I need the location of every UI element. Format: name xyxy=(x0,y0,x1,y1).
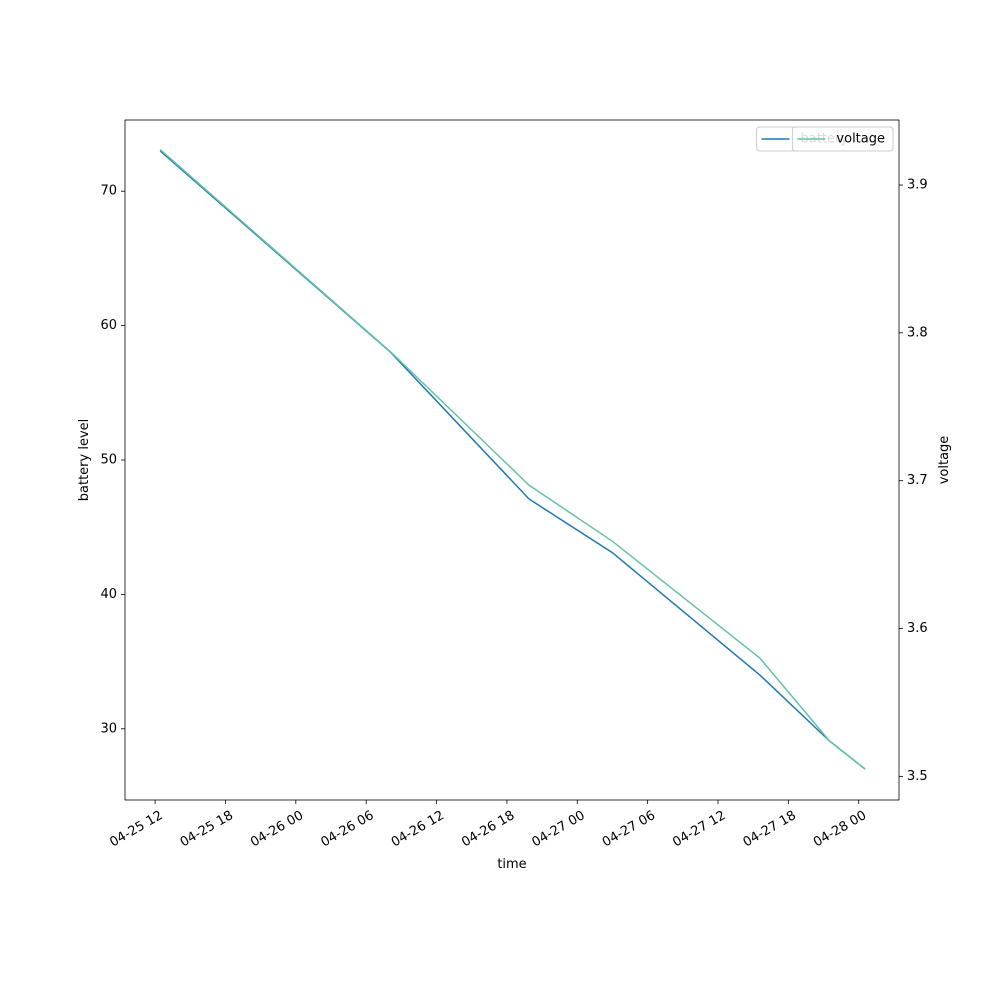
y-tick-label: 30 xyxy=(100,721,117,736)
x-axis-label: time xyxy=(497,857,526,872)
y2-tick-label: 3.6 xyxy=(907,621,928,636)
y-tick-label: 50 xyxy=(100,453,117,468)
legend: voltage xyxy=(791,126,894,152)
y-tick-label: 40 xyxy=(100,587,117,602)
y-tick-label: 70 xyxy=(100,184,117,199)
y2-tick-label: 3.5 xyxy=(907,769,928,784)
y2-tick-label: 3.8 xyxy=(907,325,928,340)
y-tick-label: 60 xyxy=(100,318,117,333)
y2-axis-label: voltage xyxy=(937,436,952,485)
y-axis-label: battery level xyxy=(77,419,92,502)
plot-frame xyxy=(124,119,900,801)
y2-tick-label: 3.7 xyxy=(907,473,928,488)
series-line xyxy=(159,149,866,770)
y2-tick-label: 3.9 xyxy=(907,178,928,193)
legend-label: voltage xyxy=(836,132,885,147)
legend-box xyxy=(791,126,894,152)
